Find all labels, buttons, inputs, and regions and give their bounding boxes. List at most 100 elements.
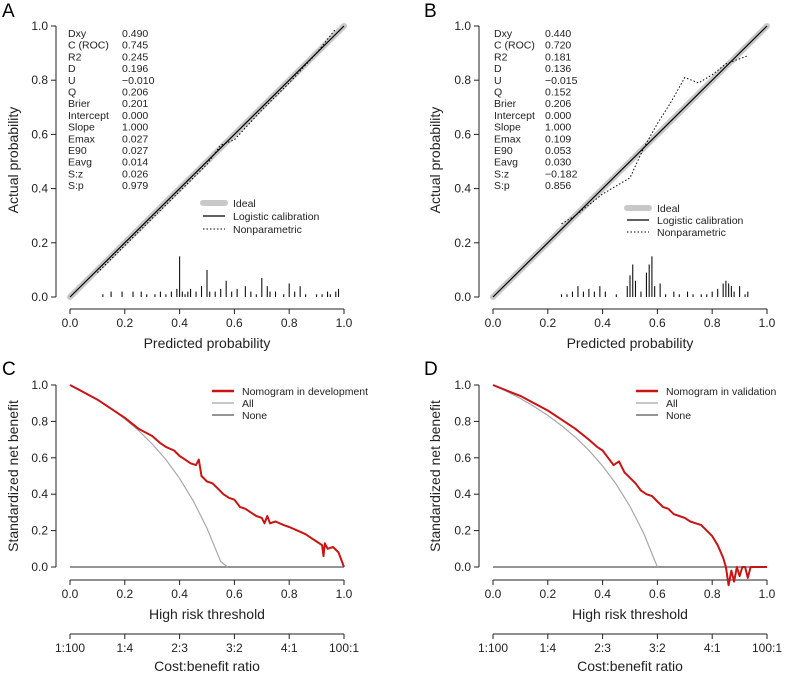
stat-name: R2 — [494, 51, 508, 63]
x-ticks: 0.0 0.2 0.4 0.6 0.8 1.0 — [62, 580, 353, 601]
x2-tick-label: 1:100 — [55, 641, 85, 655]
panel-d: D 0.0 0.2 0.4 0.6 0.8 1.0 0.00.20.40.60.81.0 … — [424, 359, 782, 674]
calibration-lines — [67, 23, 347, 300]
x-axis-title: Predicted probability — [144, 335, 271, 351]
logistic-calibration-line — [69, 25, 345, 298]
x2-tick-label: 100:1 — [329, 641, 359, 655]
legend-label: Logistic calibration — [233, 211, 320, 223]
y-ticks: 0.0 0.2 0.4 0.6 0.8 1.0 — [454, 19, 479, 304]
stat-name: E90 — [494, 145, 513, 157]
x2-tick-label: 100:1 — [752, 641, 782, 655]
stat-value: 0.109 — [545, 133, 571, 145]
x-tick-label: 0.0 — [485, 316, 502, 330]
x-tick-label: 0.4 — [171, 587, 188, 601]
stat-name: S:z — [68, 168, 83, 180]
x2-axis-title: Cost:benefit ratio — [154, 658, 260, 674]
legend-label: Ideal — [657, 203, 680, 215]
x-tick-label: 0.0 — [485, 587, 502, 601]
x-tick-label: 1.0 — [759, 316, 776, 330]
x2-tick-label: 1:100 — [478, 641, 508, 655]
y-tick-label: 0.2 — [31, 236, 48, 250]
x-tick-label: 0.2 — [116, 587, 133, 601]
stat-value: 0.000 — [122, 110, 148, 122]
stat-value: 0.152 — [545, 87, 571, 99]
x-tick-label: 0.2 — [116, 316, 133, 330]
legend-label: Ideal — [233, 198, 256, 210]
y-tick-label: 1.0 — [31, 19, 48, 33]
legend-label: Nonparametric — [233, 224, 302, 236]
x-tick-label: 1.0 — [336, 587, 353, 601]
stat-name: D — [494, 63, 502, 75]
legend-label: Logistic calibration — [657, 215, 744, 227]
x-tick-label: 0.4 — [171, 316, 188, 330]
x-tick-label: 0.6 — [226, 316, 243, 330]
stats-table: Dxy 0.440 C (ROC) 0.720 R2 0.181 D 0.136 U −0.015… — [494, 28, 578, 192]
x2-tick-label: 2:3 — [171, 641, 188, 655]
stat-name: Intercept — [68, 110, 109, 122]
y-axis-title: Actual probability — [427, 107, 443, 214]
histogram-spikes — [560, 256, 749, 297]
stat-value: 0.245 — [122, 51, 148, 63]
stat-value: 0.196 — [122, 63, 148, 75]
stat-name: Slope — [68, 122, 95, 134]
y-tick-label: 0.0 — [454, 560, 471, 574]
x-tick-label: 0.6 — [649, 587, 666, 601]
y-axis-title: Actual probability — [5, 107, 21, 214]
stat-value: 0.181 — [545, 51, 571, 63]
x2-tick-label: 1:4 — [539, 641, 556, 655]
stat-value: 0.027 — [122, 133, 148, 145]
legend-label: Nomogram in development — [242, 386, 368, 398]
x-axis-title: Predicted probability — [567, 335, 694, 351]
x2-axis-title: Cost:benefit ratio — [577, 658, 683, 674]
stat-name: Dxy — [68, 28, 87, 40]
legend-label: None — [666, 410, 691, 422]
stat-value: 0.206 — [545, 98, 571, 110]
stat-name: Intercept — [494, 110, 535, 122]
x-tick-label: 0.2 — [539, 316, 556, 330]
y-tick-label: 0.4 — [454, 487, 471, 501]
stat-value: 0.206 — [122, 87, 148, 99]
y-tick-label: 0.6 — [31, 127, 48, 141]
stat-name: Emax — [68, 133, 96, 145]
panel-letter-a: A — [2, 1, 15, 22]
y-tick-label: 0.8 — [454, 73, 471, 87]
panel-letter-d: D — [424, 359, 438, 380]
x2-tick-label: 3:2 — [649, 641, 666, 655]
stat-name: U — [494, 75, 502, 87]
panel-a: A 0.0 0.2 0.4 0.6 0.8 1.0 0.00.20.40.60.81.0 … — [2, 1, 353, 351]
x-tick-label: 0.0 — [62, 316, 79, 330]
stat-value: 0.053 — [545, 145, 571, 157]
stat-name: Dxy — [494, 28, 513, 40]
stat-name: E90 — [68, 145, 87, 157]
stat-value: 0.136 — [545, 63, 571, 75]
stat-name: S:p — [68, 180, 84, 192]
x-axis-title: High risk threshold — [149, 606, 265, 622]
stat-name: D — [68, 63, 76, 75]
stat-value: 0.979 — [122, 180, 148, 192]
y-ticks: 0.0 0.2 0.4 0.6 0.8 1.0 — [454, 378, 479, 574]
y-tick-label: 0.8 — [31, 414, 48, 428]
stat-value: −0.182 — [545, 168, 578, 180]
x-ticks: 0.0 0.2 0.4 0.6 0.8 1.0 — [62, 309, 353, 330]
y-tick-label: 0.4 — [31, 182, 48, 196]
stat-name: Eavg — [68, 157, 92, 169]
x-tick-label: 0.6 — [226, 587, 243, 601]
legend-label: None — [242, 410, 267, 422]
x-tick-label: 1.0 — [336, 316, 353, 330]
stat-value: 1.000 — [545, 122, 571, 134]
x-tick-label: 0.6 — [649, 316, 666, 330]
stat-name: S:z — [494, 168, 509, 180]
y-ticks: 0.0 0.2 0.4 0.6 0.8 1.0 — [31, 19, 56, 304]
stat-value: 0.745 — [122, 40, 148, 52]
y-tick-label: 0.2 — [31, 524, 48, 538]
stat-value: 0.720 — [545, 40, 571, 52]
all-line — [69, 384, 228, 568]
panel-b: B 0.0 0.2 0.4 0.6 0.8 1.0 0.00.20.40.60.81.0 … — [424, 1, 776, 351]
x2-ticks: 1:100 1:4 2:3 3:2 4:1 100:1 — [55, 634, 359, 655]
x-ticks: 0.0 0.2 0.4 0.6 0.8 1.0 — [485, 580, 776, 601]
stat-name: C (ROC) — [494, 40, 535, 52]
stat-value: −0.010 — [122, 75, 155, 87]
